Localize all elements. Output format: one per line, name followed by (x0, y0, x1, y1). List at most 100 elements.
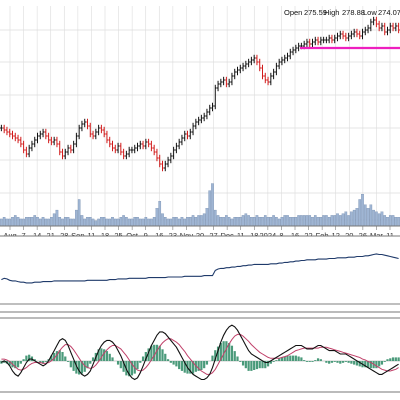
macd-histogram-bar (286, 355, 289, 361)
ohlc-bar (188, 128, 192, 140)
ohlc-bar (152, 144, 156, 156)
volume-bar (344, 211, 348, 227)
volume-bar (19, 218, 23, 227)
ohlc-bar (22, 140, 25, 154)
volume-bar (155, 208, 159, 227)
macd-histogram-bar (386, 359, 389, 361)
volume-bar (125, 217, 128, 227)
macd-signal-line (1, 333, 399, 375)
ohlc-bar (163, 160, 167, 172)
ohlc-bar (327, 34, 331, 44)
ohlc-bar (336, 32, 339, 42)
volume-bar (341, 213, 345, 227)
volume-bar (163, 217, 167, 227)
volume-bar (302, 215, 306, 227)
macd-histogram-bar (205, 361, 209, 365)
volume-bar (205, 208, 209, 227)
open-label: Open (284, 8, 302, 17)
ohlc-bar (183, 130, 187, 142)
ohlc-bar (27, 144, 31, 158)
ohlc-bar (172, 146, 175, 160)
macd-histogram-bar (225, 341, 228, 361)
ohlc-bar (377, 20, 381, 32)
ohlc-bar (341, 30, 345, 40)
ohlc-bar (0, 124, 3, 132)
volume-bar (61, 218, 64, 227)
volume-bar (130, 218, 134, 227)
open-value: 275.59 (304, 8, 327, 17)
macd-histogram-bar (64, 356, 67, 361)
macd-histogram-bar (44, 361, 47, 362)
x-tick-label-23: Feb (316, 231, 329, 240)
macd-histogram-bar (66, 361, 70, 362)
macd-histogram-bar (55, 351, 59, 361)
ohlc-bar (2, 124, 6, 134)
ohlc-bar (316, 36, 320, 46)
volume-bar (308, 215, 312, 227)
macd-histogram-bar (150, 345, 153, 361)
macd-histogram-bar (161, 349, 164, 361)
low-value: 274.07 (378, 8, 400, 17)
volume-bar (180, 217, 184, 227)
x-tick-label-9: Oct (126, 231, 139, 240)
ohlc-bar (330, 34, 334, 44)
ohlc-bar (244, 60, 248, 70)
volume-bar (111, 217, 114, 227)
volume-bar (311, 217, 314, 227)
ohlc-bar (119, 142, 123, 156)
volume-bar (313, 215, 317, 227)
volume-bar (213, 209, 217, 227)
ohlc-bar (219, 78, 223, 88)
macd-histogram-bar (347, 361, 350, 363)
ohlc-bar (25, 146, 28, 158)
ohlc-bar (250, 56, 253, 66)
volume-bar (369, 204, 373, 227)
ohlc-bar (322, 36, 325, 44)
ohlc-bar (236, 66, 239, 76)
x-tick-label-20: 8 (279, 231, 283, 240)
ohlc-bar (191, 122, 195, 136)
volume-bar (183, 218, 187, 227)
macd-histogram-bar (103, 349, 106, 361)
volume-bar (333, 215, 337, 227)
volume-bar (211, 183, 214, 227)
ohlc-bar (133, 144, 137, 154)
ohlc-bar (347, 32, 350, 42)
macd-histogram-bar (139, 361, 142, 363)
x-tick-label-17: 11 (237, 231, 245, 240)
x-tick-label-10: 9 (144, 231, 148, 240)
volume-bar (105, 218, 109, 227)
ohlc-bar (275, 62, 278, 76)
high-value: 278.88 (342, 8, 365, 17)
volume-bar (300, 215, 303, 227)
macd-histogram-bar (236, 356, 239, 361)
volume-bar (69, 218, 73, 227)
volume-bar (113, 218, 117, 227)
macd-histogram-bar (389, 358, 392, 361)
volume-bar (186, 217, 189, 227)
ohlc-bar (75, 132, 78, 148)
ohlc-bar (105, 130, 109, 144)
volume-bar (280, 217, 284, 227)
volume-bar (372, 209, 375, 227)
volume-bar (327, 217, 331, 227)
macd-histogram-bar (316, 358, 320, 361)
ohlc-bar (69, 144, 73, 154)
volume-bar (269, 217, 273, 227)
macd-histogram-bar (314, 360, 317, 361)
volume-bar (261, 217, 264, 227)
volume-bar (13, 215, 17, 227)
x-tick-label-24: 12 (332, 231, 340, 240)
macd-histogram-bar (172, 361, 175, 365)
volume-bar (197, 215, 200, 227)
ohlc-bar (175, 142, 178, 154)
ohlc-bar (383, 22, 387, 36)
macd-histogram-bar (269, 361, 272, 364)
volume-bar (222, 217, 225, 227)
volume-bar (16, 217, 20, 227)
macd-histogram-bar (116, 361, 120, 365)
macd-histogram-bar (119, 361, 122, 369)
ohlc-bar (211, 102, 214, 112)
volume-bar (36, 217, 39, 227)
volume-bar (241, 215, 245, 227)
